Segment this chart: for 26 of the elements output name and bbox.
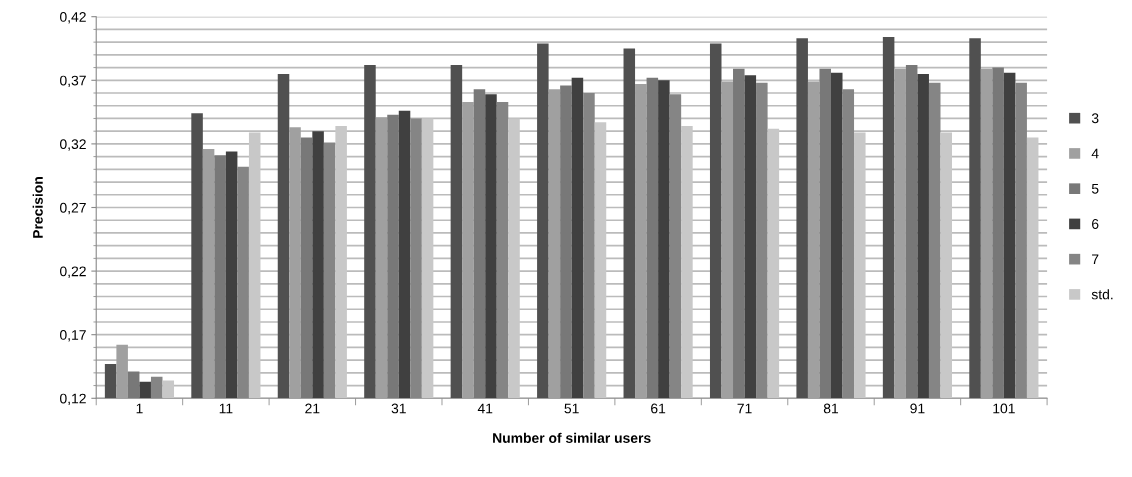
x-tick-label: 101 [993, 403, 1015, 414]
x-axis-title: Number of similar users [493, 432, 651, 443]
x-tick-label: 1 [136, 403, 143, 414]
x-tick-label: 81 [823, 403, 839, 414]
x-tick-label: 51 [564, 403, 579, 414]
y-tick-label: 0,37 [60, 75, 86, 88]
y-tick-label: 0,17 [60, 330, 86, 342]
legend-label: 4 [1091, 148, 1099, 159]
y-tick-label: 0,22 [60, 266, 86, 278]
y-tick-label: 0,42 [60, 12, 86, 24]
x-tick-label: 31 [391, 403, 406, 414]
x-tick-label: 41 [477, 403, 493, 414]
y-tick-label: 0,12 [60, 393, 86, 406]
legend-label: 5 [1091, 183, 1099, 194]
x-tick-label: 11 [219, 403, 233, 414]
x-tick-label: 61 [651, 403, 666, 414]
legend-label: std. [1091, 289, 1113, 300]
x-tick-label: 21 [305, 403, 320, 414]
x-tick-label: 71 [737, 403, 752, 414]
legend-label: 7 [1092, 254, 1099, 264]
legend-label: 6 [1092, 219, 1099, 229]
y-tick-label: 0,27 [60, 202, 86, 215]
legend-label: 3 [1091, 113, 1099, 124]
y-tick-label: 0,32 [60, 139, 86, 151]
x-tick-label: 91 [910, 403, 925, 414]
y-axis-title: Precision [32, 177, 43, 238]
